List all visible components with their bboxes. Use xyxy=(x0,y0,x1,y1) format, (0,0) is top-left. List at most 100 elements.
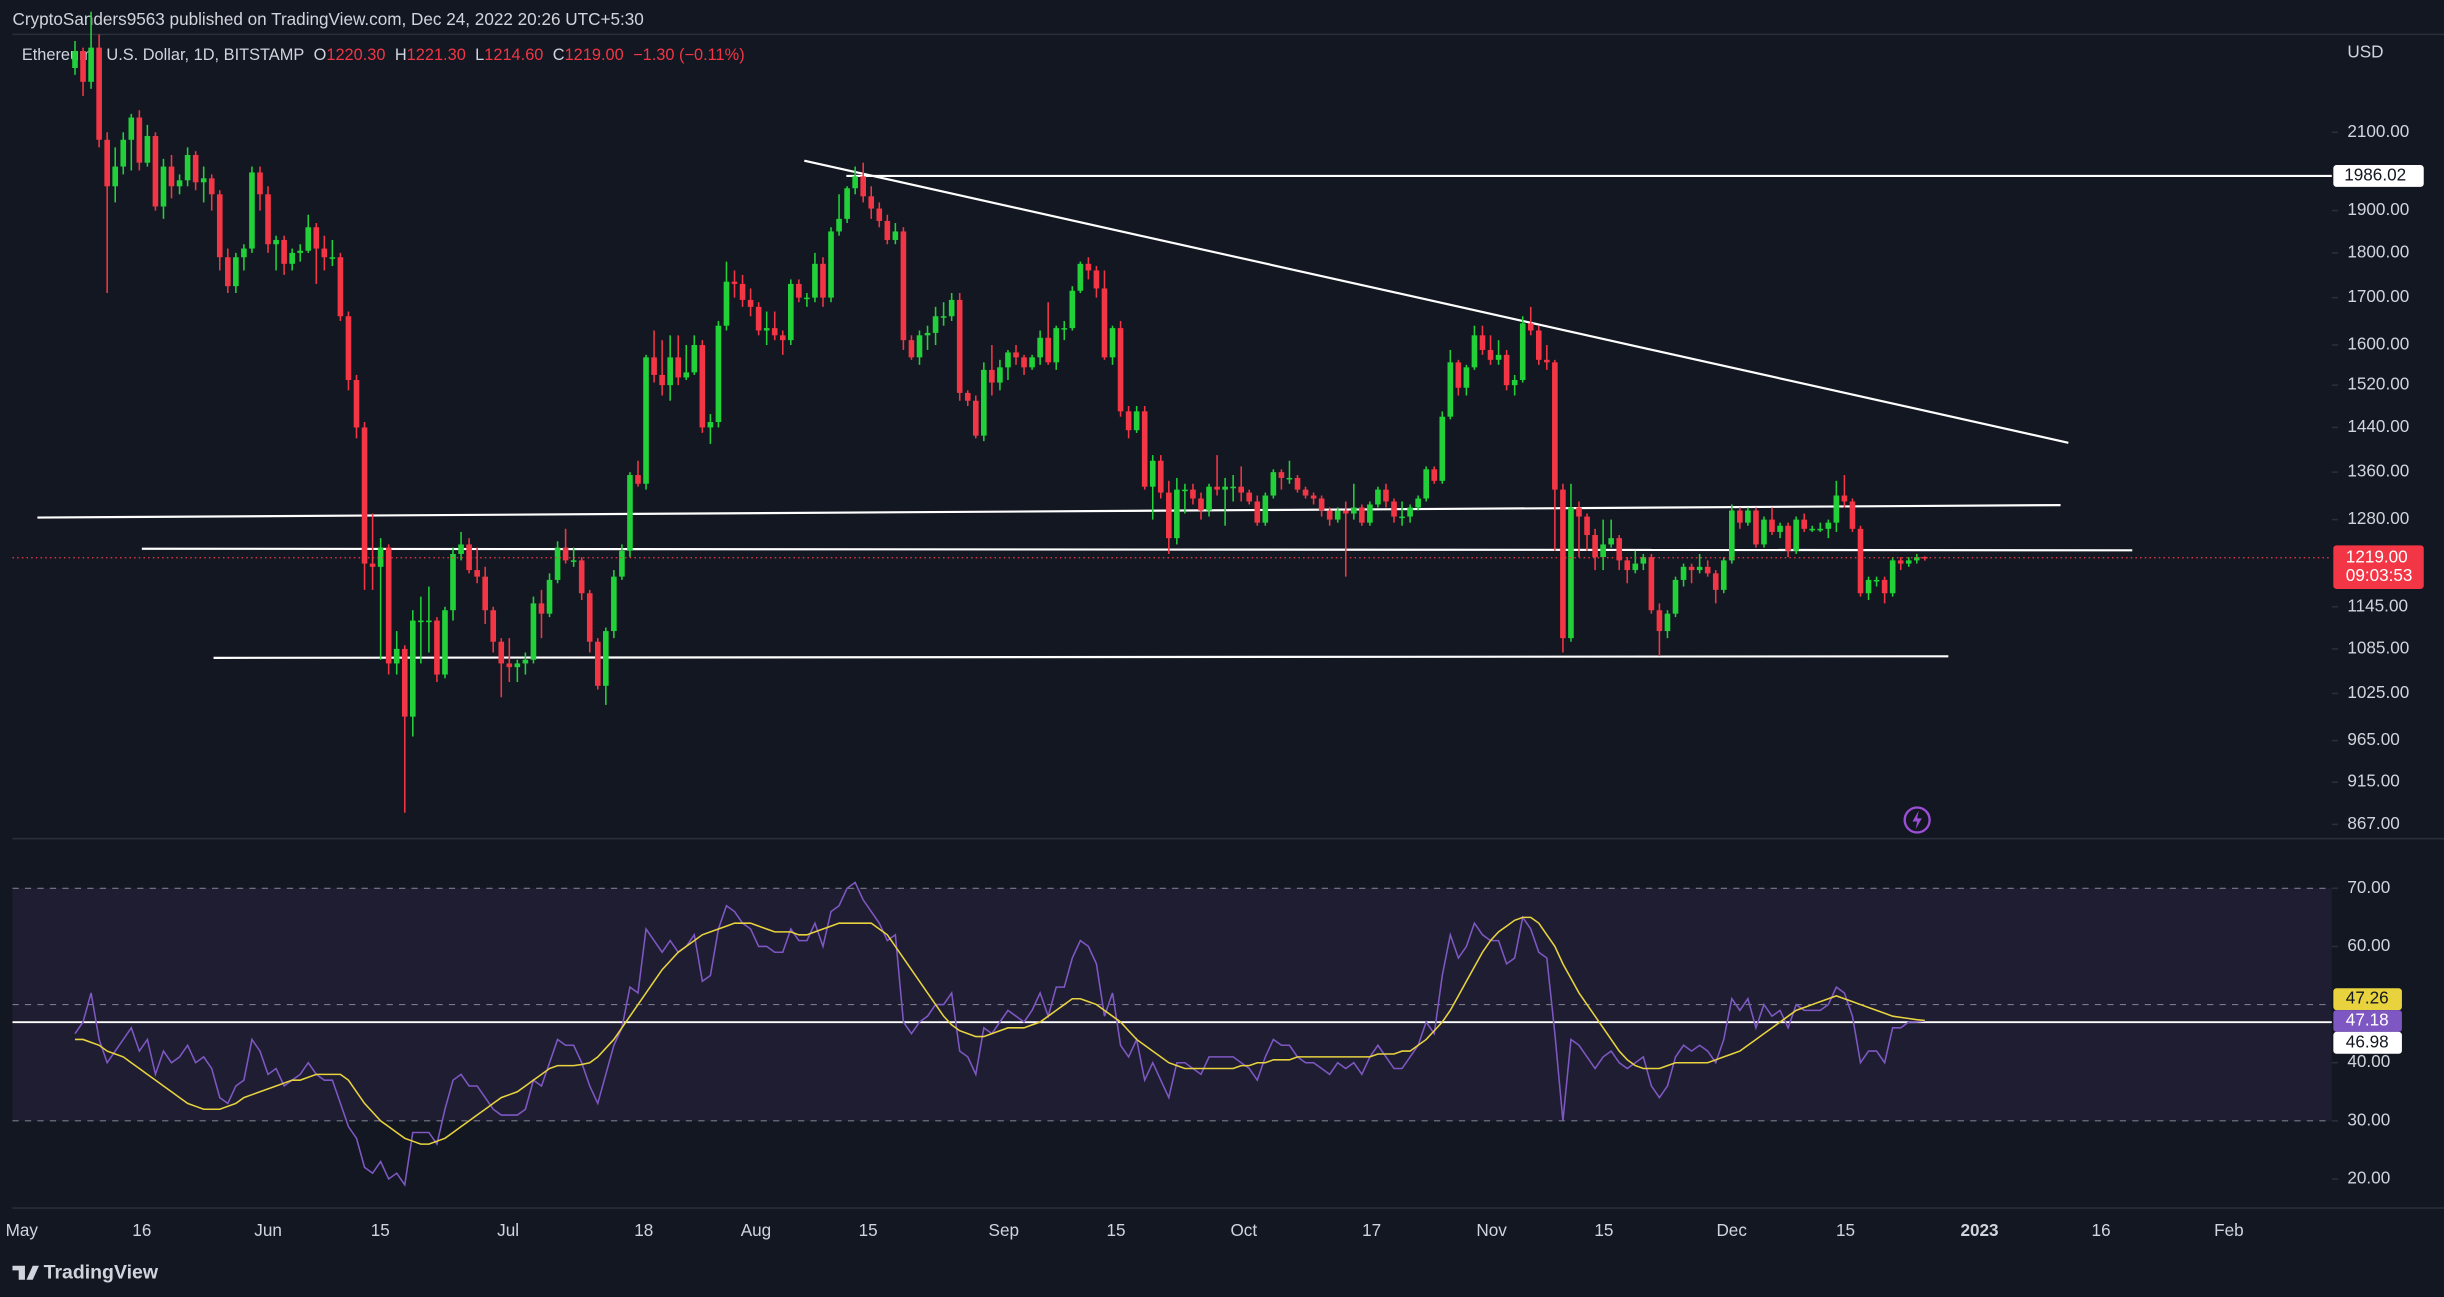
x-tick-label: 2023 xyxy=(1960,1220,1998,1240)
candle-body xyxy=(1769,519,1775,532)
candle-body xyxy=(120,139,127,167)
price-label-box xyxy=(2333,165,2424,187)
candle-body xyxy=(1455,362,1462,388)
candle-body xyxy=(434,620,440,675)
alert-icon[interactable] xyxy=(1903,806,1931,834)
rsi-value-label-box xyxy=(2333,1010,2402,1032)
candle-body xyxy=(1584,516,1590,536)
line-value-label: 46.98 xyxy=(2346,1031,2389,1051)
x-tick-label: 15 xyxy=(1594,1220,1613,1240)
alert-circle[interactable] xyxy=(1903,806,1931,834)
candle-body xyxy=(651,357,657,375)
x-tick-label: Nov xyxy=(1476,1220,1507,1240)
candle-body xyxy=(506,663,513,668)
y-tick-label: 1280.00 xyxy=(2347,508,2409,528)
y-tick-label: 20.00 xyxy=(2347,1168,2390,1188)
candle-body xyxy=(739,283,746,300)
candle-body xyxy=(675,357,682,378)
candle-body xyxy=(836,218,842,232)
candle-body xyxy=(1334,510,1341,520)
legend-value: 1221.30 xyxy=(407,47,466,65)
candle-body xyxy=(1029,357,1035,368)
candle-body xyxy=(1881,579,1888,594)
candle-body xyxy=(1729,510,1735,561)
last-price-box xyxy=(2333,545,2424,589)
candle-body xyxy=(1535,330,1542,360)
candle-body xyxy=(1053,328,1060,363)
candle-body xyxy=(321,248,328,258)
candle-body xyxy=(385,547,392,664)
candle-body xyxy=(1069,290,1076,329)
rsi-ma-line xyxy=(75,916,1925,1145)
candle-body xyxy=(136,117,143,163)
y-tick-label: 30.00 xyxy=(2347,1109,2390,1129)
trend-line xyxy=(141,547,2133,552)
candle-body xyxy=(868,196,875,209)
candle-body xyxy=(1777,525,1783,532)
candle-body xyxy=(619,550,625,577)
candle-body xyxy=(964,392,971,401)
candle-body xyxy=(1712,573,1719,590)
candle-body xyxy=(257,172,263,195)
candle-body xyxy=(1326,510,1333,520)
candle-body xyxy=(1648,557,1655,611)
candle-body xyxy=(225,257,231,287)
candle-body xyxy=(377,547,384,567)
candle-body xyxy=(956,299,963,393)
candle-body xyxy=(1214,486,1220,490)
candle-body xyxy=(1495,354,1502,360)
candle-body xyxy=(594,641,601,686)
y-tick-label: 1800.00 xyxy=(2347,241,2409,261)
candle-body xyxy=(586,593,593,642)
candle-body xyxy=(844,188,850,219)
legend-key: H xyxy=(395,47,407,65)
x-tick-label: 15 xyxy=(371,1220,390,1240)
candle-body xyxy=(1897,560,1904,564)
rsi-line xyxy=(74,881,1925,1187)
candle-body xyxy=(1825,522,1832,529)
candle-body xyxy=(1632,563,1639,571)
candle-body xyxy=(820,263,826,298)
y-tick-label: 40.00 xyxy=(2347,1051,2390,1071)
y-tick-label: 1145.00 xyxy=(2347,595,2408,615)
candle-body xyxy=(763,328,770,331)
candle-body xyxy=(249,172,255,249)
alert-bolt[interactable] xyxy=(1912,810,1922,830)
candle-body xyxy=(570,560,577,562)
candle-body xyxy=(796,283,802,298)
candle-body xyxy=(1222,486,1228,490)
candle-body xyxy=(1109,328,1116,358)
currency: USD xyxy=(2347,42,2383,62)
candle-body xyxy=(160,166,167,207)
candle-body xyxy=(1037,337,1043,358)
candle-body xyxy=(1544,359,1550,363)
candle-body xyxy=(1182,489,1188,492)
candle-body xyxy=(1664,613,1671,632)
candle-body xyxy=(1519,323,1526,381)
x-tick-label: Jul xyxy=(497,1220,519,1240)
candle-body xyxy=(466,544,472,571)
legend-change: −1.30 (−0.11%) xyxy=(633,47,745,65)
candle-body xyxy=(1238,486,1245,493)
candle-body xyxy=(1511,380,1518,386)
candle-body xyxy=(530,603,537,660)
candle-body xyxy=(1157,460,1164,493)
candle-body xyxy=(1061,328,1068,330)
brand: TradingView xyxy=(44,1262,159,1284)
candle-body xyxy=(353,380,360,428)
candle-body xyxy=(779,335,786,341)
candle-body xyxy=(450,553,456,611)
y-tick-label: 1085.00 xyxy=(2347,637,2409,657)
candle-body xyxy=(554,547,561,580)
candle-body xyxy=(329,257,336,259)
logo-mark xyxy=(12,1265,39,1280)
candle-body xyxy=(1013,352,1019,358)
candle-body xyxy=(659,374,665,386)
x-tick-label: 15 xyxy=(859,1220,878,1240)
y-tick-label: 915.00 xyxy=(2347,771,2399,791)
candle-body xyxy=(1101,288,1108,358)
candle-body xyxy=(747,299,754,307)
candle-body xyxy=(216,194,223,258)
candle-body xyxy=(409,620,416,717)
